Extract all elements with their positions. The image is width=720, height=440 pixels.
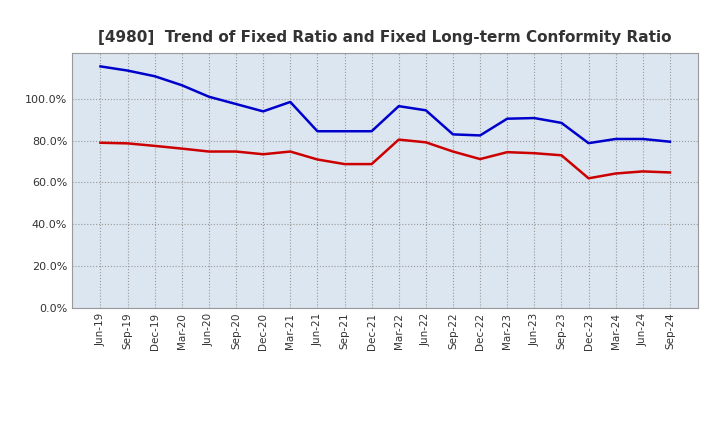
Fixed Long-term Conformity Ratio xyxy=(150,143,159,149)
Fixed Ratio xyxy=(313,128,322,134)
Fixed Ratio xyxy=(639,136,647,142)
Fixed Ratio xyxy=(259,109,268,114)
Fixed Long-term Conformity Ratio xyxy=(341,161,349,167)
Fixed Ratio xyxy=(503,116,511,121)
Fixed Long-term Conformity Ratio xyxy=(476,157,485,162)
Fixed Ratio xyxy=(150,73,159,79)
Fixed Ratio xyxy=(584,140,593,146)
Fixed Long-term Conformity Ratio xyxy=(123,141,132,146)
Fixed Ratio xyxy=(530,115,539,121)
Fixed Long-term Conformity Ratio xyxy=(503,150,511,155)
Fixed Ratio xyxy=(96,64,105,69)
Fixed Ratio xyxy=(611,136,620,142)
Fixed Ratio xyxy=(178,83,186,88)
Fixed Ratio xyxy=(665,139,674,144)
Fixed Long-term Conformity Ratio xyxy=(421,139,430,145)
Fixed Ratio xyxy=(395,103,403,109)
Fixed Ratio xyxy=(557,120,566,125)
Fixed Long-term Conformity Ratio xyxy=(395,137,403,142)
Fixed Long-term Conformity Ratio xyxy=(611,171,620,176)
Line: Fixed Ratio: Fixed Ratio xyxy=(101,66,670,143)
Fixed Long-term Conformity Ratio xyxy=(286,149,294,154)
Fixed Ratio xyxy=(341,128,349,134)
Fixed Ratio xyxy=(476,133,485,138)
Fixed Ratio xyxy=(449,132,457,137)
Line: Fixed Long-term Conformity Ratio: Fixed Long-term Conformity Ratio xyxy=(101,139,670,178)
Fixed Long-term Conformity Ratio xyxy=(530,150,539,156)
Fixed Ratio xyxy=(286,99,294,105)
Fixed Long-term Conformity Ratio xyxy=(313,157,322,162)
Fixed Long-term Conformity Ratio xyxy=(557,153,566,158)
Fixed Long-term Conformity Ratio xyxy=(584,176,593,181)
Fixed Ratio xyxy=(367,128,376,134)
Fixed Long-term Conformity Ratio xyxy=(665,170,674,175)
Fixed Ratio xyxy=(421,108,430,113)
Fixed Long-term Conformity Ratio xyxy=(178,146,186,151)
Fixed Long-term Conformity Ratio xyxy=(367,161,376,167)
Fixed Ratio xyxy=(232,101,240,106)
Fixed Long-term Conformity Ratio xyxy=(449,149,457,154)
Fixed Long-term Conformity Ratio xyxy=(232,149,240,154)
Fixed Long-term Conformity Ratio xyxy=(96,140,105,145)
Title: [4980]  Trend of Fixed Ratio and Fixed Long-term Conformity Ratio: [4980] Trend of Fixed Ratio and Fixed Lo… xyxy=(99,29,672,45)
Fixed Long-term Conformity Ratio xyxy=(639,169,647,174)
Fixed Long-term Conformity Ratio xyxy=(259,152,268,157)
Fixed Long-term Conformity Ratio xyxy=(204,149,213,154)
Fixed Ratio xyxy=(204,94,213,99)
Fixed Ratio xyxy=(123,68,132,73)
